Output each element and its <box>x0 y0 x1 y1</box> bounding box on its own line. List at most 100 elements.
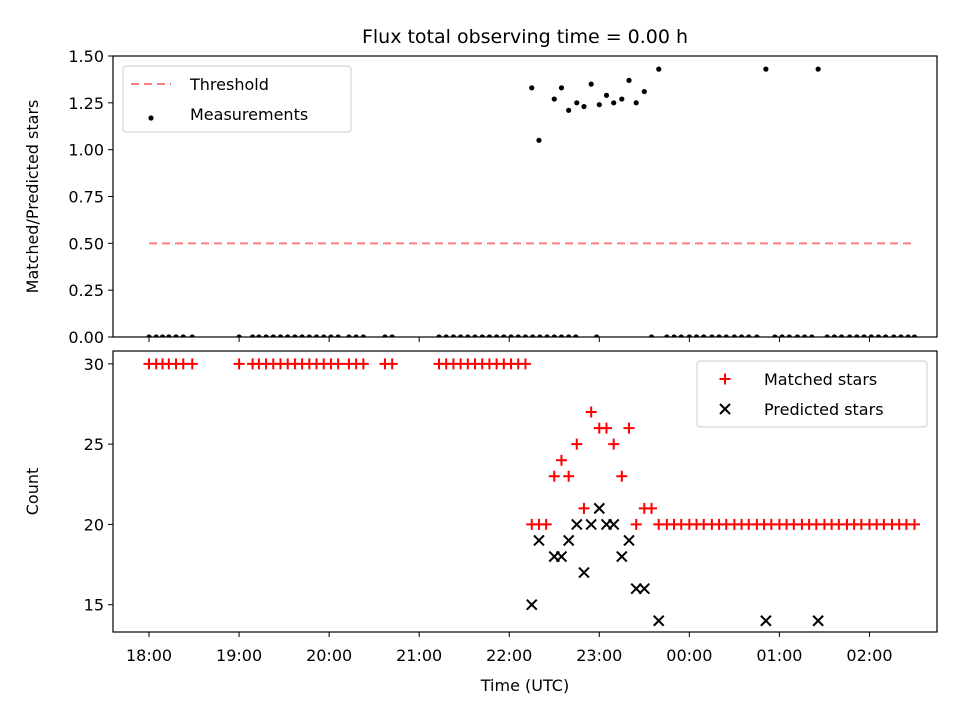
y-tick-label: 30 <box>84 355 104 374</box>
measurement-point <box>479 334 485 337</box>
measurement-point <box>180 334 186 337</box>
measurement-point <box>664 334 670 337</box>
measurement-point <box>501 334 507 337</box>
x-tick-label: 02:00 <box>846 646 892 665</box>
legend-matched-swatch <box>719 373 731 385</box>
measurement-point <box>530 334 536 337</box>
legend-item: Threshold <box>131 75 269 94</box>
legend-label: Matched stars <box>764 370 877 389</box>
measurement-point <box>159 334 166 337</box>
measurement-point <box>883 334 889 337</box>
plot-area <box>146 66 918 337</box>
measurement-point <box>292 334 298 337</box>
matched-star-point <box>386 358 398 370</box>
measurement-point <box>701 334 707 337</box>
matched-star-point <box>233 358 245 370</box>
measurement-point <box>472 334 478 337</box>
measurement-point <box>299 334 305 337</box>
axes-frame <box>112 55 938 338</box>
measurement-point <box>360 334 366 337</box>
measurement-point <box>905 334 911 337</box>
measurement-point <box>189 334 195 337</box>
measurement-point <box>458 334 464 337</box>
measurement-point <box>236 334 242 337</box>
measurement-point <box>723 334 729 337</box>
y-tick-label: 20 <box>84 515 104 534</box>
measurement-point <box>824 334 830 337</box>
predicted-star-point <box>571 518 583 531</box>
measurement-point <box>146 334 152 337</box>
x-tick-label: 19:00 <box>216 646 262 665</box>
x-tick-label: 18:00 <box>126 646 172 665</box>
measurement-point <box>588 81 594 87</box>
matched-star-point <box>186 358 198 370</box>
predicted-star-point <box>653 615 665 627</box>
measurement-point <box>465 334 471 337</box>
measurement-point <box>786 334 792 337</box>
legend: Threshold Measurements <box>122 65 352 133</box>
measurement-point <box>731 334 737 337</box>
matched-star-point <box>908 518 920 530</box>
measurement-point <box>346 334 352 337</box>
predicted-star-point <box>578 566 590 579</box>
measurement-point <box>450 334 457 337</box>
y-tick-label: 1.00 <box>68 141 104 160</box>
measurement-point <box>678 334 684 337</box>
measurement-point <box>277 334 284 337</box>
measurement-point <box>868 334 874 337</box>
measurement-point <box>263 334 269 337</box>
measurement-point <box>558 334 565 337</box>
measurement-point <box>166 334 172 337</box>
measurement-point <box>321 334 327 337</box>
measurement-point <box>536 137 542 143</box>
measurement-point <box>854 334 860 337</box>
measurement-point <box>611 100 617 106</box>
measurement-point <box>256 334 262 337</box>
plot-area <box>143 358 920 627</box>
matched-star-point <box>357 358 369 370</box>
predicted-star-point <box>607 518 620 531</box>
measurement-point <box>515 334 521 337</box>
count-panel: 15 20 25 30 18:00 19:00 20:00 21:00 22:00 23:00 00… <box>23 350 938 665</box>
legend: Matched stars Predicted stars <box>696 360 928 428</box>
measurement-point <box>494 334 500 337</box>
measurement-point <box>389 334 395 337</box>
measurement-point <box>633 100 639 106</box>
predicted-star-point <box>760 615 772 627</box>
matched-star-point <box>548 470 560 482</box>
matched-star-point <box>608 438 620 450</box>
measurement-point <box>641 88 647 95</box>
measurement-point <box>911 334 918 337</box>
measurement-point <box>815 66 821 72</box>
x-tick-label: 23:00 <box>576 646 622 665</box>
y-tick-label: 1.25 <box>68 94 104 113</box>
x-tick-label: 20:00 <box>306 646 352 665</box>
measurement-point <box>831 334 837 337</box>
measurement-point <box>566 334 572 337</box>
matched-star-point <box>616 470 628 482</box>
measurement-point <box>709 334 715 337</box>
measurement-point <box>285 334 291 337</box>
predicted-star-point <box>616 550 628 563</box>
y-tick-label: 0.75 <box>68 188 104 207</box>
measurement-point <box>581 103 587 110</box>
predicted-star-point <box>533 534 545 547</box>
y-tick-label: 15 <box>84 596 104 615</box>
legend-label: Predicted stars <box>764 400 884 419</box>
matched-star-point <box>519 358 531 370</box>
y-tick-label: 25 <box>84 435 104 454</box>
measurement-point <box>596 102 602 108</box>
predicted-star-point <box>555 550 568 563</box>
measurement-point <box>754 334 760 337</box>
legend-item: Measurements <box>148 105 308 124</box>
matched-star-point <box>578 502 590 514</box>
predicted-star-point <box>630 582 642 595</box>
legend-item: Matched stars <box>719 370 877 389</box>
measurement-point <box>173 334 179 337</box>
predicted-star-point <box>593 502 606 515</box>
measurement-point <box>313 334 320 337</box>
x-axis-title: Time (UTC) <box>480 676 569 695</box>
predicted-star-point <box>812 615 824 627</box>
y-tick-label: 0.00 <box>68 328 104 347</box>
